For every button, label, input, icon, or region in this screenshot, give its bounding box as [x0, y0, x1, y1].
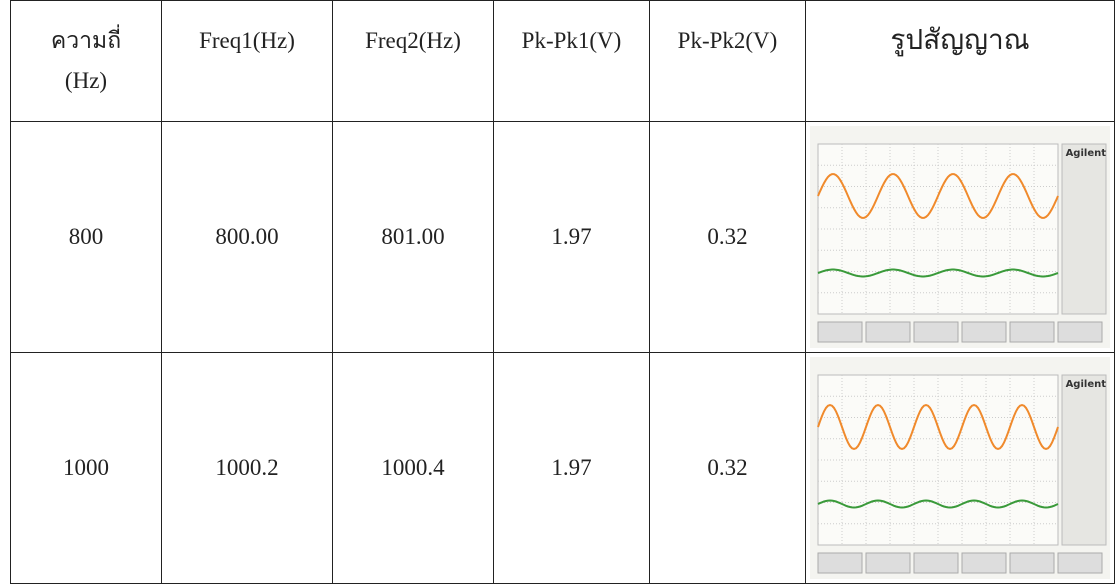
side-panel [1061, 143, 1107, 315]
softkey [961, 321, 1007, 343]
header-cell: Freq1(Hz) [161, 0, 333, 122]
header-cell: ความถี่ (Hz) [10, 0, 162, 122]
table-cell: 800 [10, 121, 162, 353]
oscilloscope-image: Agilent [810, 357, 1110, 579]
table-row: 800 800.00 801.00 1.97 0.32 Agilent [10, 121, 1115, 353]
header-cell: รูปสัญญาณ [805, 0, 1115, 122]
signal-2 [817, 268, 1059, 278]
table-cell: 1000 [10, 352, 162, 584]
brand-label: Agilent [1066, 148, 1107, 159]
image-cell: Agilent [805, 121, 1115, 353]
softkey [913, 321, 959, 343]
table-cell: 1000.4 [332, 352, 494, 584]
softkey [865, 321, 911, 343]
header-row: ความถี่ (Hz) Freq1(Hz) Freq2(Hz) Pk-Pk1(… [10, 0, 1115, 122]
signal-1 [817, 173, 1059, 219]
oscilloscope-image: Agilent [810, 126, 1110, 348]
side-panel [1061, 374, 1107, 546]
softkey [961, 552, 1007, 574]
table-row: 1000 1000.2 1000.4 1.97 0.32 Agilent [10, 352, 1115, 584]
table-cell: 1000.2 [161, 352, 333, 584]
softkey [1057, 321, 1103, 343]
softkey [865, 552, 911, 574]
brand-label: Agilent [1066, 379, 1107, 390]
table-cell: 0.32 [649, 121, 806, 353]
header-text: ความถี่ (Hz) [50, 28, 122, 93]
table-cell: 801.00 [332, 121, 494, 353]
signal-1 [817, 403, 1059, 451]
softkey [817, 321, 863, 343]
softkey [1009, 552, 1055, 574]
table-cell: 800.00 [161, 121, 333, 353]
softkey [913, 552, 959, 574]
softkey [1057, 552, 1103, 574]
table-cell: 1.97 [493, 352, 650, 584]
table-cell: 1.97 [493, 121, 650, 353]
softkey [1009, 321, 1055, 343]
data-table: ความถี่ (Hz) Freq1(Hz) Freq2(Hz) Pk-Pk1(… [10, 0, 1115, 584]
table-cell: 0.32 [649, 352, 806, 584]
header-cell: Freq2(Hz) [332, 0, 494, 122]
header-cell: Pk-Pk2(V) [649, 0, 806, 122]
softkey [817, 552, 863, 574]
header-cell: Pk-Pk1(V) [493, 0, 650, 122]
signal-2 [817, 499, 1059, 509]
image-cell: Agilent [805, 352, 1115, 584]
